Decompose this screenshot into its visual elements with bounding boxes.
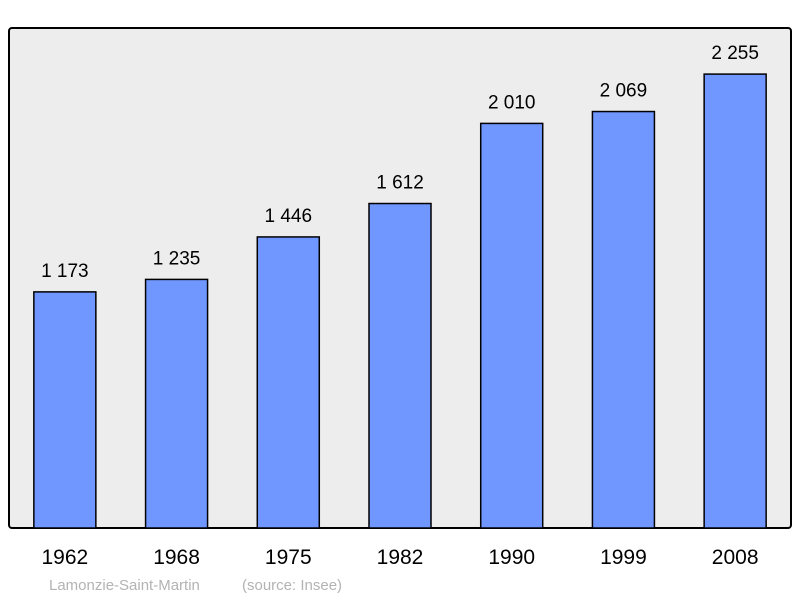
value-label-1990: 2 010 (488, 92, 536, 113)
x-tick-1990: 1990 (488, 546, 535, 569)
value-label-1975: 1 446 (265, 206, 313, 227)
bar-1990 (479, 122, 544, 529)
bar-1962 (33, 291, 97, 529)
footer-source: (source: Insee) (242, 577, 342, 594)
x-tick-1999: 1999 (600, 546, 647, 569)
x-tick-1962: 1962 (41, 546, 88, 569)
bar-1968 (144, 278, 209, 529)
x-tick-1975: 1975 (265, 546, 312, 569)
value-label-1962: 1 173 (41, 261, 89, 282)
value-label-2008: 2 255 (711, 43, 759, 64)
bar-1982 (368, 202, 432, 529)
x-tick-1968: 1968 (153, 546, 200, 569)
x-tick-2008: 2008 (712, 546, 759, 569)
bar-2008 (703, 73, 767, 529)
x-tick-1982: 1982 (377, 546, 424, 569)
value-label-1968: 1 235 (153, 248, 201, 269)
footer-place: Lamonzie-Saint-Martin (49, 577, 200, 594)
bar-1975 (256, 236, 321, 529)
value-label-1999: 2 069 (600, 81, 648, 102)
bar-1999 (591, 110, 656, 529)
value-label-1982: 1 612 (376, 173, 424, 194)
